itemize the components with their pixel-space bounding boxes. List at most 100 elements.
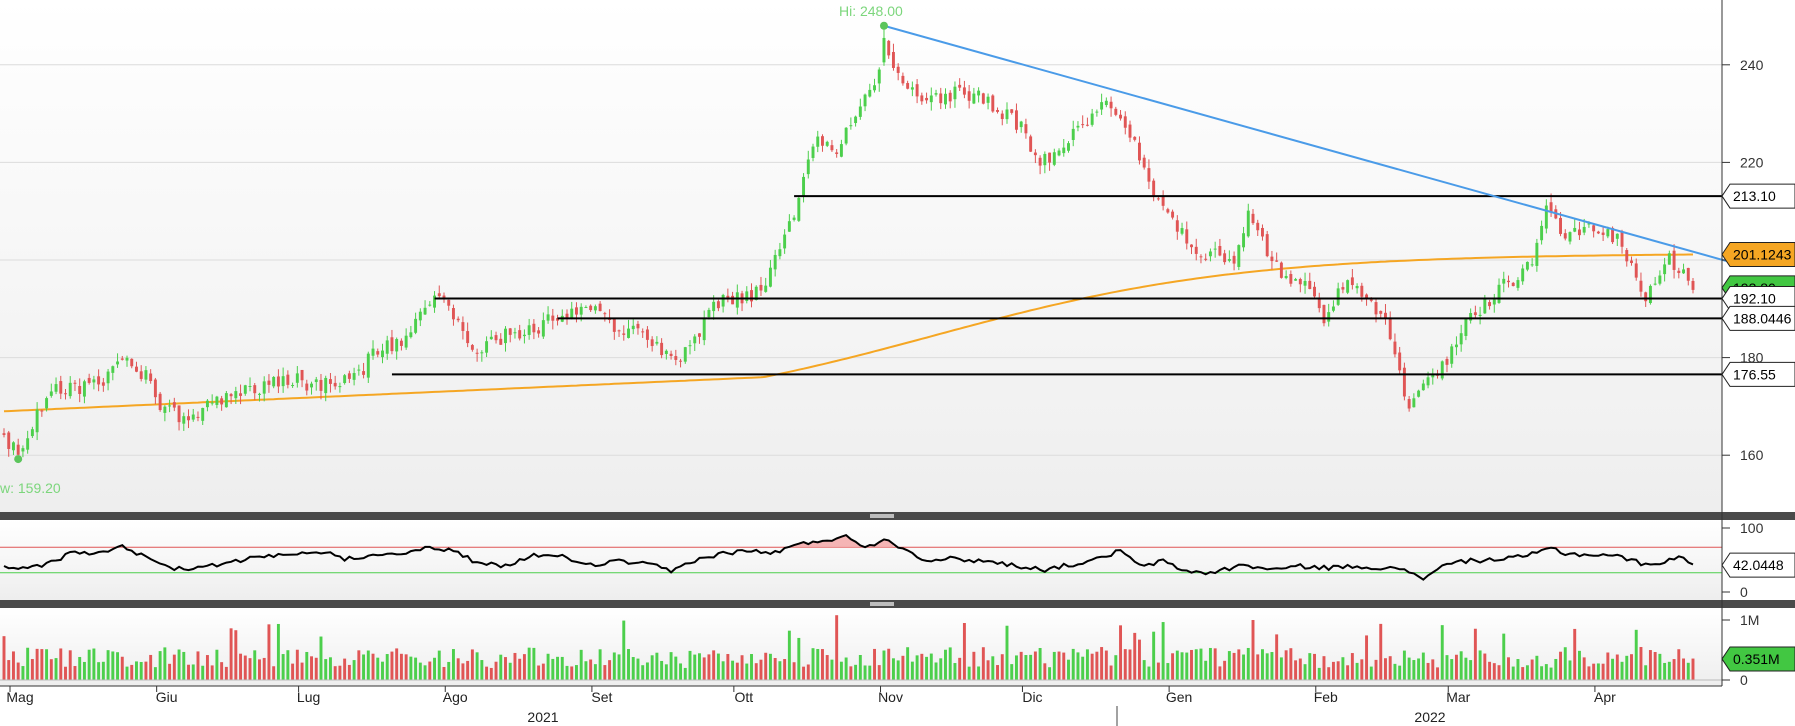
- rsi-axis: 0 100: [1722, 520, 1764, 600]
- volume-bar: [546, 653, 550, 680]
- candle-body: [475, 352, 479, 354]
- volume-bar: [981, 647, 985, 680]
- volume-bar: [1265, 653, 1269, 680]
- volume-bar: [390, 651, 394, 680]
- low-marker: [14, 455, 23, 464]
- candle-body: [30, 429, 34, 437]
- moving-average: [3, 253, 1693, 413]
- volume-bar: [513, 652, 517, 680]
- volume-bar: [215, 649, 219, 680]
- panel-resize-handle[interactable]: [870, 514, 894, 518]
- candle-body: [1563, 233, 1567, 239]
- value-tags: 193.80213.10192.10188.0446176.55201.1243…: [1721, 183, 1795, 672]
- volume-bar: [11, 651, 15, 680]
- candle-body: [239, 393, 243, 396]
- candle-body: [1095, 111, 1099, 113]
- candle-body: [877, 69, 881, 84]
- volume-bar: [986, 660, 990, 680]
- volume-bar: [201, 665, 205, 680]
- candle-body: [532, 323, 536, 333]
- candle-body: [1407, 399, 1411, 409]
- volume-bar: [1175, 650, 1179, 680]
- volume-bar: [21, 666, 25, 680]
- candle-body: [2, 433, 6, 435]
- candle-body: [106, 371, 110, 384]
- candle-body: [664, 350, 668, 354]
- candle-body: [589, 305, 593, 311]
- candle-body: [205, 400, 209, 408]
- volume-bar: [168, 663, 172, 680]
- volume-bar: [253, 650, 257, 680]
- volume-bar: [645, 662, 649, 680]
- volume-bar: [1611, 658, 1615, 680]
- volume-bar: [603, 665, 607, 680]
- volume-bar: [1038, 648, 1042, 680]
- volume-bar: [1010, 664, 1014, 680]
- volume-bar: [1630, 654, 1633, 680]
- volume-axis: 0 1M: [1722, 612, 1759, 688]
- volume-bar: [787, 630, 791, 680]
- volume-bar: [896, 660, 900, 680]
- candle-body: [1483, 299, 1487, 314]
- volume-bar: [205, 655, 209, 680]
- candle-body: [451, 308, 455, 320]
- volume-bar: [816, 648, 820, 680]
- candle-body: [1511, 282, 1515, 287]
- candle-body: [1270, 256, 1274, 262]
- volume-bar: [1648, 650, 1652, 680]
- candle-body: [1161, 196, 1165, 206]
- support-value-tag-text: 192.10: [1733, 291, 1776, 307]
- volume-bar: [1360, 659, 1364, 680]
- volume-bar: [1634, 629, 1638, 680]
- volume-bar: [1043, 663, 1047, 680]
- candle-body: [187, 416, 190, 421]
- candle-body: [754, 286, 758, 300]
- candle-body: [683, 347, 687, 362]
- volume-bar: [442, 666, 446, 680]
- volume-bar: [617, 654, 621, 680]
- candle-body: [1067, 143, 1070, 151]
- volume-bar: [631, 657, 635, 680]
- volume-bar: [319, 636, 323, 680]
- candle-body: [220, 398, 224, 405]
- volume-bar: [1346, 665, 1350, 680]
- candle-body: [1559, 217, 1562, 234]
- candle-body: [641, 331, 645, 333]
- volume-bar: [825, 655, 829, 680]
- volume-bar: [707, 654, 711, 680]
- candle-body: [54, 384, 58, 392]
- volume-bar: [948, 647, 952, 680]
- candle-body: [1431, 375, 1435, 378]
- volume-bar: [518, 658, 522, 680]
- high-marker: [879, 21, 888, 30]
- volume-bar: [475, 652, 479, 680]
- volume-bar: [291, 663, 295, 680]
- volume-bar: [1119, 625, 1123, 680]
- candle-body: [139, 371, 143, 379]
- candle-body: [1682, 269, 1686, 274]
- candle-body: [116, 361, 120, 365]
- candle-body: [627, 328, 630, 338]
- candle-body: [802, 176, 806, 197]
- volume-bar: [1365, 635, 1369, 680]
- price-tick-label: 160: [1740, 447, 1764, 463]
- candle-body: [622, 333, 626, 335]
- volume-bar: [130, 664, 134, 680]
- candle-body: [1639, 280, 1643, 292]
- candle-body: [920, 95, 924, 102]
- candle-body: [787, 221, 791, 232]
- volume-bar: [1327, 667, 1331, 680]
- month-label: Lug: [297, 689, 320, 705]
- volume-bar: [1185, 652, 1189, 680]
- price-tick-label: 220: [1740, 154, 1764, 170]
- candle-body: [418, 311, 422, 321]
- volume-bar: [797, 637, 801, 680]
- volume-bar: [1615, 654, 1619, 680]
- volume-bar: [527, 647, 531, 680]
- volume-bar: [470, 649, 474, 680]
- candle-body: [433, 295, 436, 308]
- volume-bar: [1048, 667, 1052, 680]
- candle-body: [750, 290, 753, 302]
- panel-resize-handle[interactable]: [870, 602, 894, 606]
- candle-body: [1369, 299, 1373, 301]
